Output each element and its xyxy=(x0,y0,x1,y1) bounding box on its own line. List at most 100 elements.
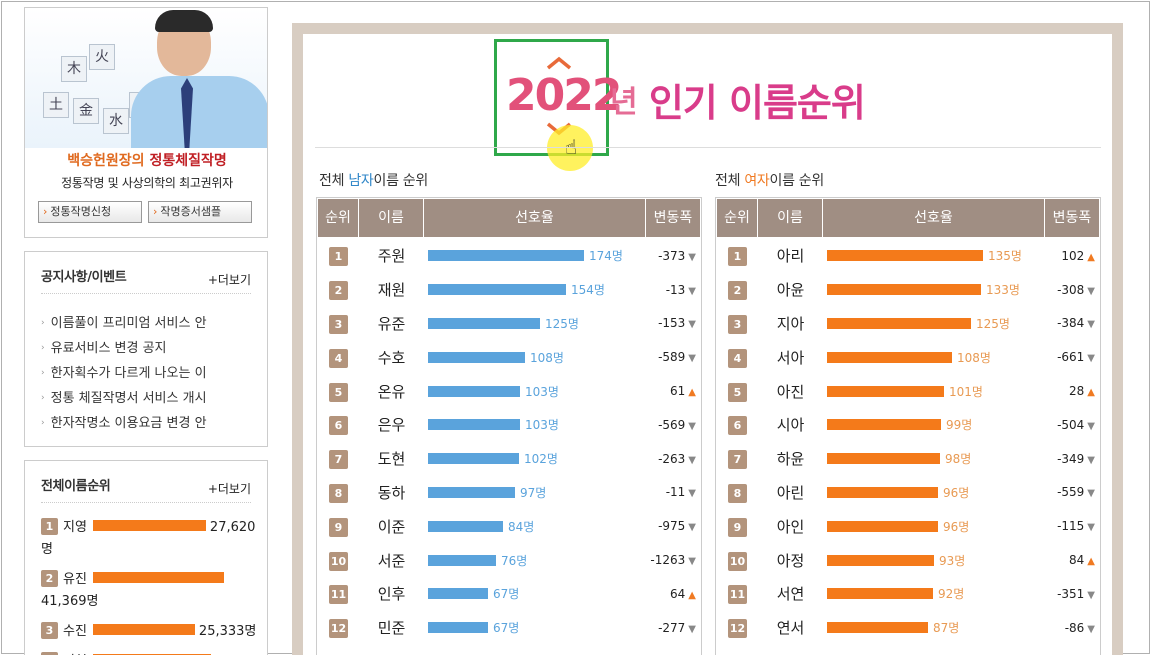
name-cell[interactable]: 아윤 xyxy=(776,281,805,300)
table-row: 11 서연 92명 -351 ▼ xyxy=(717,577,1099,611)
preference-bar xyxy=(827,284,981,296)
male-table-caption: 전체 남자이름 순위 xyxy=(319,170,428,190)
cube-decoration: 金 xyxy=(73,98,99,124)
table-row: 2 재원 154명 -13 ▼ xyxy=(318,273,700,307)
ranking-item[interactable]: 3 수진 25,333명 xyxy=(41,621,263,643)
notice-item[interactable]: › 이름풀이 프리미엄 서비스 안 xyxy=(41,312,261,337)
table-header: 순위 이름 선호율 변동폭 xyxy=(717,199,1099,237)
header-change: 변동폭 xyxy=(653,210,693,226)
preference-bar xyxy=(827,419,941,431)
ad-banner[interactable]: 木 火 土 金 水 木 火 백승헌원장의 정통체질작명 정통작명 및 사상의학의… xyxy=(24,7,268,238)
change-cell: 28 ▲ xyxy=(1045,384,1099,398)
main-content: 2022 년 인기 이름순위 ☝ 전체 남자이름 순위 전체 여자이름 순위 순… xyxy=(303,34,1112,655)
ranking-item[interactable]: 2 유진 41,369명 xyxy=(41,569,263,613)
preference-cell: 98명 xyxy=(823,450,1045,467)
table-row: 9 이준 84명 -975 ▼ xyxy=(318,509,700,543)
notice-more-link[interactable]: +더보기 xyxy=(207,273,251,287)
name-cell[interactable]: 서연 xyxy=(776,585,805,604)
table-row: 8 동하 97명 -11 ▼ xyxy=(318,476,700,510)
name-cell[interactable]: 은우 xyxy=(377,416,406,435)
table-row: 3 유준 125명 -153 ▼ xyxy=(318,307,700,341)
caption-highlight: 여자 xyxy=(744,173,770,189)
count-label: 102명 xyxy=(524,452,558,467)
name-cell[interactable]: 주원 xyxy=(377,247,406,266)
apply-naming-button[interactable]: › 정통작명신청 xyxy=(38,201,142,223)
count-label: 174명 xyxy=(589,249,623,264)
cursor-highlight xyxy=(547,125,593,171)
preference-bar xyxy=(827,351,952,363)
preference-bar xyxy=(428,284,566,296)
notice-item[interactable]: › 유료서비스 변경 공지 xyxy=(41,337,261,362)
rank-badge: 5 xyxy=(329,382,348,402)
count-label: 101명 xyxy=(949,384,983,399)
preference-cell: 135명 xyxy=(823,247,1045,264)
preference-cell: 92명 xyxy=(823,585,1045,602)
change-value: 28 xyxy=(1069,384,1085,399)
ad-title-part2: 정통체질작명 xyxy=(149,153,227,169)
arrow-down-icon: ▼ xyxy=(688,353,696,365)
ranking-bar xyxy=(92,572,224,583)
name-cell[interactable]: 유준 xyxy=(377,314,406,333)
preference-cell: 103명 xyxy=(424,416,646,433)
name-cell[interactable]: 서준 xyxy=(377,551,406,570)
rank-cell: 7 xyxy=(717,448,758,470)
preference-bar xyxy=(827,385,944,397)
caption-prefix: 전체 xyxy=(715,173,745,189)
change-value: -589 xyxy=(658,350,686,365)
rank-cell: 10 xyxy=(318,550,359,571)
arrow-down-icon: ▼ xyxy=(688,623,696,635)
name-cell[interactable]: 동하 xyxy=(377,483,406,502)
name-cell[interactable]: 아린 xyxy=(776,483,805,502)
count-label: 92명 xyxy=(938,587,965,602)
change-value: -277 xyxy=(658,620,686,635)
year-up-arrow-icon[interactable] xyxy=(545,56,573,70)
rank-cell: 7 xyxy=(318,448,359,470)
name-cell[interactable]: 서아 xyxy=(776,348,805,367)
change-cell: -308 ▼ xyxy=(1045,283,1099,297)
name-cell[interactable]: 아인 xyxy=(776,517,805,536)
preference-cell: 108명 xyxy=(424,349,646,366)
arrow-down-icon: ▼ xyxy=(688,556,696,568)
notice-item[interactable]: › 한자획수가 다르게 나오는 이 xyxy=(41,362,261,387)
change-cell: -373 ▼ xyxy=(646,249,700,263)
rank-badge: 2 xyxy=(329,281,348,301)
notice-item[interactable]: › 정통 체질작명서 서비스 개시 xyxy=(41,387,261,412)
notice-list: › 이름풀이 프리미엄 서비스 안 › 유료서비스 변경 공지 › 한자획수가 다르게… xyxy=(41,312,261,437)
name-cell[interactable]: 연서 xyxy=(776,619,805,638)
name-cell[interactable]: 아정 xyxy=(776,551,805,570)
name-cell[interactable]: 시아 xyxy=(776,416,805,435)
name-cell[interactable]: 수호 xyxy=(377,348,406,367)
certificate-sample-button[interactable]: › 작명증서샘플 xyxy=(148,201,252,223)
all-ranking-more-link[interactable]: +더보기 xyxy=(207,482,251,496)
rank-cell: 9 xyxy=(717,516,758,537)
table-row: 5 온유 103명 61 ▲ xyxy=(318,374,700,408)
name-cell[interactable]: 온유 xyxy=(377,382,406,401)
name-cell[interactable]: 아진 xyxy=(776,382,805,401)
ranking-item[interactable]: 4지현29,459 xyxy=(41,651,263,655)
table-row: 6 시아 99명 -504 ▼ xyxy=(717,408,1099,442)
name-cell[interactable]: 민준 xyxy=(377,619,406,638)
arrow-down-icon: ▼ xyxy=(688,420,696,432)
change-value: -559 xyxy=(1057,485,1085,500)
change-cell: -1263 ▼ xyxy=(646,553,700,567)
preference-bar xyxy=(428,486,515,498)
rank-cell: 1 xyxy=(318,245,359,267)
name-cell[interactable]: 재원 xyxy=(377,281,406,300)
name-cell[interactable]: 이준 xyxy=(377,517,406,536)
name-cell[interactable]: 하윤 xyxy=(776,450,805,469)
count-label: 125명 xyxy=(976,316,1010,331)
ranking-item[interactable]: 1 지영 27,620명 xyxy=(41,517,263,561)
name-cell[interactable]: 도현 xyxy=(377,450,406,469)
change-value: -86 xyxy=(1064,620,1085,635)
name-cell[interactable]: 인후 xyxy=(377,585,406,604)
count-label: 93명 xyxy=(939,553,966,568)
name-cell[interactable]: 아리 xyxy=(776,247,805,266)
table-row: 1 주원 174명 -373 ▼ xyxy=(318,239,700,273)
notice-item[interactable]: › 한자작명소 이용요금 변경 안 xyxy=(41,412,261,437)
main-panel: 2022 년 인기 이름순위 ☝ 전체 남자이름 순위 전체 여자이름 순위 순… xyxy=(292,23,1123,655)
preference-cell: 87명 xyxy=(823,619,1045,636)
name-cell[interactable]: 지아 xyxy=(776,314,805,333)
table-row: 5 아진 101명 28 ▲ xyxy=(717,374,1099,408)
arrow-up-icon: ▲ xyxy=(1087,387,1095,399)
change-cell: -115 ▼ xyxy=(1045,519,1099,533)
